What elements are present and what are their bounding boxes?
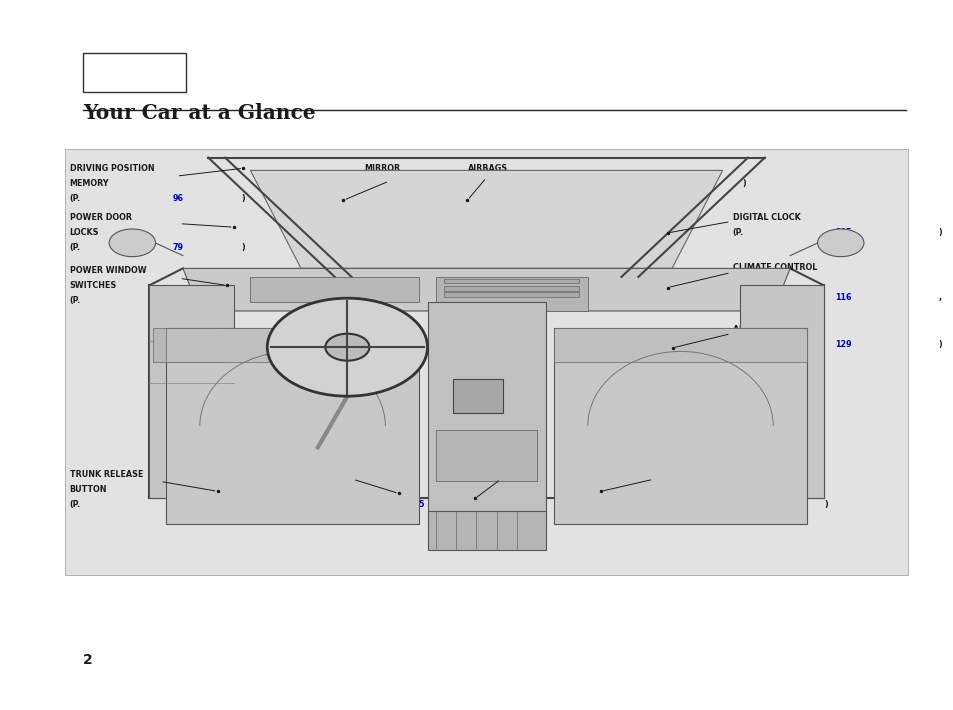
Bar xyxy=(427,302,545,524)
Text: (P.: (P. xyxy=(618,500,629,509)
Text: 2: 2 xyxy=(83,653,92,667)
Bar xyxy=(83,53,186,92)
Bar xyxy=(444,293,578,297)
Polygon shape xyxy=(183,268,789,311)
Text: 47: 47 xyxy=(673,179,683,188)
Text: AUDIO SYSTEM: AUDIO SYSTEM xyxy=(732,325,800,334)
Text: DRIVING POSITION: DRIVING POSITION xyxy=(70,164,154,173)
Text: (P.: (P. xyxy=(732,293,743,302)
Text: (P.: (P. xyxy=(732,228,743,237)
Text: RELEASE HANDLE: RELEASE HANDLE xyxy=(305,485,384,494)
Text: (P.: (P. xyxy=(364,194,375,203)
Text: 85: 85 xyxy=(172,500,184,509)
Text: MIRROR: MIRROR xyxy=(364,164,400,173)
Text: 116: 116 xyxy=(835,293,851,302)
Text: 100: 100 xyxy=(172,296,189,305)
Text: 96: 96 xyxy=(172,194,183,203)
Polygon shape xyxy=(554,328,806,362)
Ellipse shape xyxy=(817,229,863,257)
Bar xyxy=(436,430,537,481)
Text: 165: 165 xyxy=(408,500,424,509)
Text: POWER DOOR: POWER DOOR xyxy=(70,213,132,222)
Text: 129: 129 xyxy=(835,340,851,349)
Text: POWER WINDOW: POWER WINDOW xyxy=(70,266,146,275)
Text: DIGITAL CLOCK: DIGITAL CLOCK xyxy=(732,213,800,222)
Bar xyxy=(444,278,578,283)
Polygon shape xyxy=(739,285,823,498)
Polygon shape xyxy=(250,170,722,268)
Text: 79: 79 xyxy=(172,243,183,252)
Text: CONTROLS: CONTROLS xyxy=(364,179,413,188)
Polygon shape xyxy=(166,328,418,362)
Text: ): ) xyxy=(823,500,827,509)
Ellipse shape xyxy=(267,298,427,396)
Polygon shape xyxy=(436,277,587,311)
Text: (P.: (P. xyxy=(732,340,743,349)
Text: (P.: (P. xyxy=(467,179,478,188)
Text: LOCKS: LOCKS xyxy=(70,228,99,237)
Text: SWITCHES: SWITCHES xyxy=(70,281,117,290)
Text: 180: 180 xyxy=(720,500,737,509)
Text: (P.: (P. xyxy=(70,296,81,305)
Text: 9: 9 xyxy=(570,179,576,188)
Text: Your Car at a Glance: Your Car at a Glance xyxy=(83,103,315,123)
Text: AIRBAGS: AIRBAGS xyxy=(467,164,507,173)
Bar xyxy=(153,328,221,362)
Text: ): ) xyxy=(241,243,245,252)
Ellipse shape xyxy=(325,334,369,361)
Text: ): ) xyxy=(938,340,942,349)
Text: 166: 166 xyxy=(570,500,586,509)
Text: (P.: (P. xyxy=(305,500,316,509)
Bar xyxy=(427,511,545,550)
Polygon shape xyxy=(149,285,233,498)
Text: HANDLE: HANDLE xyxy=(467,485,504,494)
Text: TRUNK RELEASE: TRUNK RELEASE xyxy=(70,470,143,479)
Bar xyxy=(444,286,578,290)
Text: BUTTON: BUTTON xyxy=(70,485,107,494)
Text: MEMORY: MEMORY xyxy=(70,179,110,188)
Text: ): ) xyxy=(673,500,677,509)
Text: (P.: (P. xyxy=(467,500,478,509)
Text: ): ) xyxy=(536,194,539,203)
Text: (P.: (P. xyxy=(70,500,81,509)
Text: ): ) xyxy=(241,500,245,509)
Text: 105: 105 xyxy=(835,228,851,237)
Text: FUEL FILL DOOR: FUEL FILL DOOR xyxy=(305,470,377,479)
Text: ,: , xyxy=(938,293,943,302)
Text: (P.: (P. xyxy=(70,243,81,252)
Text: AUTOMATIC: AUTOMATIC xyxy=(618,470,671,479)
Bar xyxy=(453,379,503,413)
Polygon shape xyxy=(554,328,806,524)
Text: ): ) xyxy=(275,296,279,305)
Text: TRANSMISSION: TRANSMISSION xyxy=(618,485,687,494)
Bar xyxy=(65,149,907,575)
Text: SYSTEM: SYSTEM xyxy=(732,278,768,287)
Text: ): ) xyxy=(938,228,942,237)
Polygon shape xyxy=(166,328,418,524)
Text: ): ) xyxy=(741,179,745,188)
Text: (P.: (P. xyxy=(70,194,81,203)
Polygon shape xyxy=(250,277,418,302)
Text: 94: 94 xyxy=(467,194,477,203)
Text: CLIMATE CONTROL: CLIMATE CONTROL xyxy=(732,263,816,272)
Text: ): ) xyxy=(511,500,515,509)
Text: ,: , xyxy=(604,179,610,188)
Ellipse shape xyxy=(109,229,155,257)
Text: ): ) xyxy=(241,194,245,203)
Text: HOOD RELEASE: HOOD RELEASE xyxy=(467,470,536,479)
